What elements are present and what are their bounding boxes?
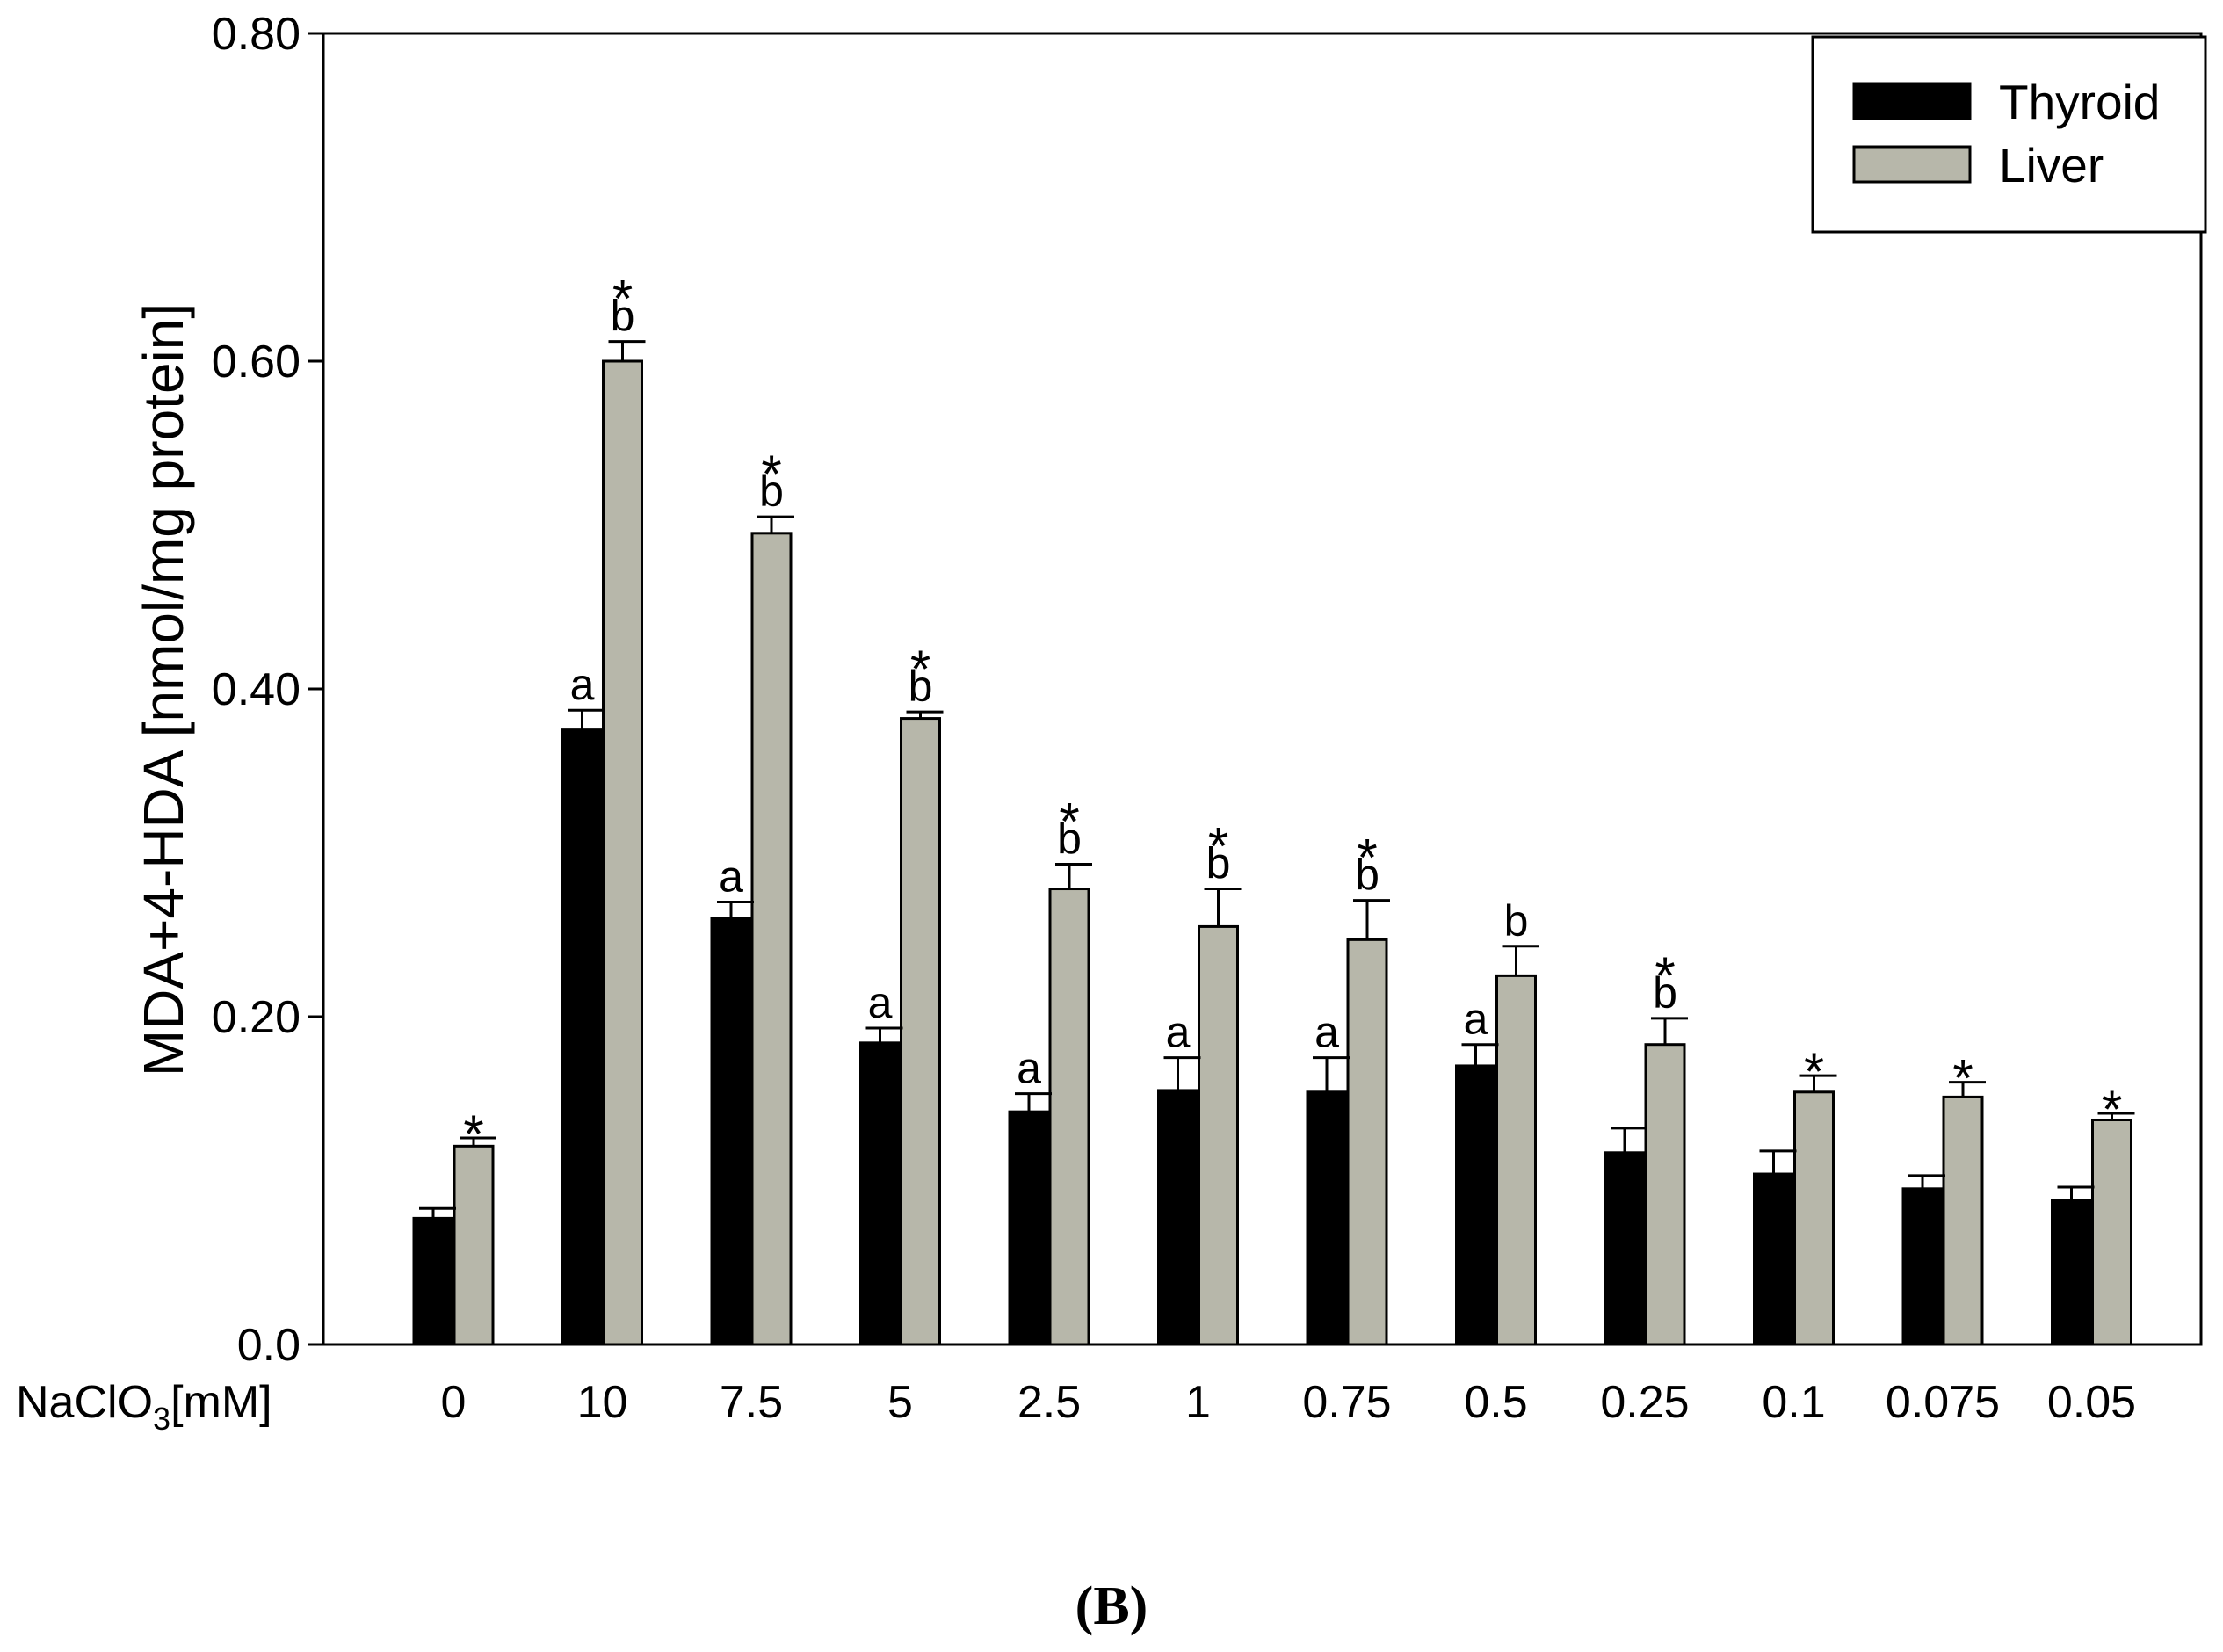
bar-thyroid	[1008, 1110, 1050, 1346]
significance-letter: b	[909, 662, 933, 711]
significance-letter: a	[1017, 1044, 1041, 1093]
significance-letter: a	[868, 978, 893, 1027]
significance-star: *	[1804, 1042, 1824, 1101]
significance-star: *	[463, 1105, 483, 1163]
bar-thyroid	[1455, 1064, 1496, 1346]
bar-liver	[1198, 924, 1239, 1346]
x-tick-label: 0.25	[1600, 1377, 1689, 1428]
legend-label-liver: Liver	[1999, 138, 2104, 192]
legend-swatch-thyroid	[1852, 82, 1972, 120]
legend-label-thyroid: Thyroid	[1999, 75, 2160, 129]
significance-star: *	[910, 640, 930, 699]
y-tick-label: 0.0	[237, 1320, 301, 1371]
significance-letter: b	[1355, 851, 1379, 900]
legend-swatch-liver	[1852, 145, 1972, 184]
y-tick-label: 0.40	[212, 664, 301, 715]
x-tick-label: 0	[441, 1377, 467, 1428]
bar-thyroid	[1753, 1172, 1794, 1346]
significance-letter: a	[1166, 1008, 1191, 1057]
significance-star: *	[1208, 817, 1228, 876]
bar-liver	[900, 717, 941, 1346]
bar-liver	[2091, 1118, 2132, 1346]
bar-liver	[750, 532, 793, 1346]
bar-liver	[1495, 974, 1537, 1346]
significance-letter: b	[1504, 896, 1529, 946]
axes-layer: 0.0 0.20 0.40 0.60 0.80 0 10 7.5 5 2.5 1 0.75 0.5 0.2…	[212, 9, 2136, 1428]
significance-letter: b	[1653, 968, 1677, 1018]
bars-layer	[412, 359, 2132, 1346]
significance-letter: a	[570, 660, 595, 709]
significance-letter: a	[1314, 1008, 1339, 1057]
bar-thyroid	[1157, 1089, 1198, 1346]
y-axis-label: MDA+4-HDA [nmol/mg protein]	[132, 303, 195, 1076]
y-tick-label: 0.20	[212, 992, 301, 1043]
significance-letter: b	[759, 467, 784, 516]
x-tick-label: 0.075	[1886, 1377, 2000, 1428]
bar-liver	[453, 1144, 495, 1346]
legend-box	[1811, 35, 2207, 234]
bar-thyroid	[2051, 1199, 2092, 1346]
bar-thyroid	[1306, 1090, 1348, 1346]
bar-thyroid	[859, 1041, 901, 1346]
bar-liver	[602, 359, 643, 1346]
x-axis-label-unit: [mM]	[170, 1377, 272, 1428]
significance-star: *	[1655, 946, 1675, 1005]
bar-liver	[1346, 938, 1388, 1346]
x-tick-label: 7.5	[720, 1377, 783, 1428]
x-tick-label: 1	[1185, 1377, 1211, 1428]
x-tick-label: 5	[887, 1377, 913, 1428]
significance-letter: b	[1206, 839, 1231, 888]
bar-thyroid	[1604, 1151, 1646, 1346]
x-tick-label: 10	[577, 1377, 628, 1428]
bar-liver	[1942, 1095, 1984, 1346]
x-axis-label: NaClO3[mM]	[16, 1377, 272, 1437]
error-bars-layer	[419, 340, 2135, 1219]
significance-star: *	[1952, 1049, 1973, 1108]
bar-liver	[1793, 1090, 1835, 1346]
significance-letter: a	[719, 851, 743, 901]
panel-label: (B)	[1075, 1576, 1148, 1636]
significance-star: *	[761, 445, 781, 504]
bar-liver	[1048, 888, 1090, 1346]
x-axis-label-main: NaClO	[16, 1377, 153, 1428]
bar-thyroid	[710, 917, 752, 1346]
x-tick-label: 2.5	[1017, 1377, 1081, 1428]
significance-star: *	[612, 270, 633, 329]
y-tick-label: 0.60	[212, 337, 301, 388]
significance-letter: b	[1057, 815, 1082, 864]
bar-thyroid	[412, 1216, 454, 1346]
significance-star: *	[2102, 1080, 2122, 1139]
x-tick-label: 0.5	[1464, 1377, 1527, 1428]
significance-star: *	[1059, 793, 1079, 851]
x-tick-label: 0.05	[2047, 1377, 2136, 1428]
bar-thyroid	[1901, 1187, 1944, 1346]
bar-liver	[1644, 1043, 1686, 1346]
x-tick-label: 0.75	[1302, 1377, 1391, 1428]
legend: Thyroid Liver	[1811, 35, 2207, 234]
y-tick-label: 0.80	[212, 9, 301, 60]
x-axis-label-subscript: 3	[153, 1401, 170, 1437]
significance-star: *	[1357, 829, 1377, 888]
significance-letter: a	[1464, 995, 1488, 1044]
bar-labels-layer: *ab*ab*ab*ab*ab*ab*abb** **	[463, 270, 2122, 1163]
significance-letter: b	[611, 292, 635, 341]
x-tick-label: 0.1	[1762, 1377, 1825, 1428]
bar-thyroid	[561, 728, 603, 1346]
